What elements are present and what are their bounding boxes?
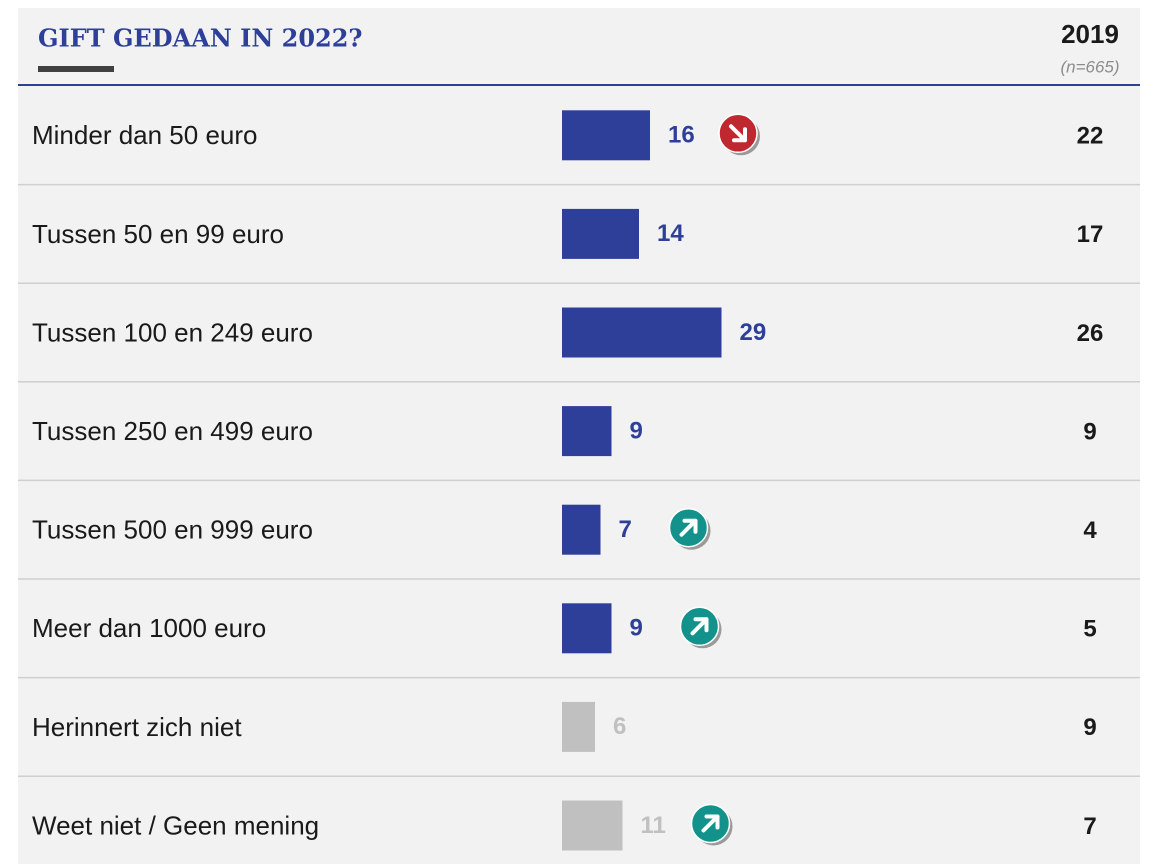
value-label: 11 — [641, 812, 666, 839]
value-label: 29 — [740, 319, 767, 346]
value-label: 16 — [668, 122, 695, 149]
bar — [562, 307, 722, 358]
category-label: Meer dan 1000 euro — [32, 613, 266, 643]
category-label: Tussen 500 en 999 euro — [32, 515, 313, 545]
category-label: Tussen 250 en 499 euro — [32, 416, 313, 446]
trend-icon — [679, 606, 722, 649]
comparison-value: 5 — [1083, 616, 1096, 643]
bar — [562, 800, 623, 851]
bar — [562, 701, 595, 752]
bar — [562, 504, 601, 555]
comparison-value: 9 — [1083, 418, 1096, 445]
category-label: Tussen 100 en 249 euro — [32, 317, 313, 347]
value-label: 7 — [619, 516, 632, 543]
title-underline — [38, 66, 114, 72]
category-label: Herinnert zich niet — [32, 712, 242, 742]
value-label: 9 — [630, 417, 643, 444]
trend-icon — [718, 113, 760, 156]
trend-icon — [690, 803, 733, 846]
bar — [562, 406, 612, 457]
category-label: Weet niet / Geen mening — [32, 810, 319, 840]
chart-title: GIFT GEDAAN IN 2022? — [38, 24, 363, 53]
bar — [562, 110, 650, 161]
value-label: 6 — [613, 713, 626, 740]
value-label: 9 — [630, 615, 643, 642]
comparison-value: 9 — [1083, 714, 1096, 741]
comparison-value: 22 — [1077, 123, 1104, 150]
bar — [562, 603, 612, 654]
trend-arrow — [701, 814, 720, 833]
comparison-title: 2019 — [1061, 19, 1119, 49]
comparison-value: 17 — [1077, 221, 1104, 248]
category-label: Minder dan 50 euro — [32, 120, 257, 150]
comparison-value: 7 — [1083, 813, 1096, 840]
value-label: 14 — [657, 220, 684, 247]
trend-arrow — [679, 518, 698, 537]
category-label: Tussen 50 en 99 euro — [32, 219, 284, 249]
comparison-subtitle: (n=665) — [1060, 57, 1119, 76]
bar — [562, 208, 639, 259]
trend-arrow — [729, 124, 747, 143]
trend-icon — [668, 507, 711, 550]
trend-arrow — [690, 617, 709, 636]
comparison-value: 4 — [1083, 517, 1097, 544]
comparison-value: 26 — [1077, 320, 1104, 347]
